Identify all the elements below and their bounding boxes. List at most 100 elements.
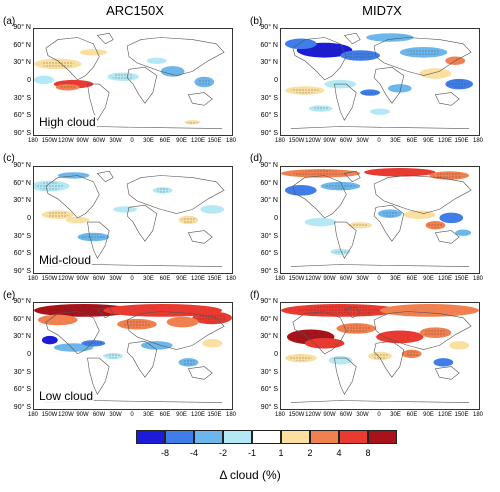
y-tick-label: 90° N [260, 298, 278, 305]
coastline [96, 170, 114, 183]
panel-label-e: (e) [3, 290, 16, 301]
coastline [126, 66, 158, 104]
significance-stippling [44, 337, 56, 344]
y-tick-label: 30° S [260, 368, 278, 376]
x-tick-label: 90E [423, 412, 434, 418]
cloud-anomaly-region [304, 337, 345, 349]
cloud-anomaly-region [57, 172, 90, 179]
y-tick-label: 30° N [260, 197, 278, 205]
x-tick-label: 150E [207, 276, 222, 282]
y-tick-label: 30° N [13, 59, 31, 67]
x-tick-label: 0 [130, 138, 134, 144]
significance-stippling [381, 210, 399, 217]
x-tick-label: 150W [288, 412, 305, 418]
column-title-left: ARC150X [106, 3, 164, 18]
significance-stippling [404, 350, 419, 357]
coastline [87, 83, 110, 121]
x-tick-label: 90W [76, 138, 89, 144]
x-tick-label: 150E [207, 138, 222, 144]
x-tick-label: 180 [225, 412, 237, 418]
cloud-anomaly-region [284, 185, 317, 196]
map-panel-b [280, 28, 480, 136]
y-tick-label: 90° N [13, 24, 31, 31]
y-tick-label: 60° N [13, 315, 31, 323]
colorbar-segment [194, 430, 223, 444]
map-svg [284, 32, 474, 129]
significance-stippling [449, 80, 469, 88]
x-tick-label: 180 [225, 138, 237, 144]
y-tick-label: 30° S [260, 94, 278, 102]
y-tick-label: 30° S [260, 232, 278, 240]
x-tick-label: 30E [143, 412, 154, 418]
significance-stippling [305, 45, 344, 56]
map-svg [34, 170, 225, 267]
coastline [187, 366, 213, 380]
y-tick-label: 90° S [260, 268, 278, 275]
cloud-anomaly-region [284, 38, 317, 50]
y-tick-label: 30° N [260, 333, 278, 341]
cloud-anomaly-region [113, 206, 137, 213]
x-tick-label: 120W [58, 276, 74, 282]
colorbar-segment [281, 430, 310, 444]
x-tick-label: 120E [190, 276, 206, 282]
colorbar-segment [223, 430, 252, 444]
significance-stippling [326, 183, 355, 190]
y-tick-label: 0 [27, 77, 31, 84]
significance-stippling [85, 341, 102, 346]
significance-stippling [46, 211, 69, 218]
cloud-anomaly-region [202, 339, 223, 348]
coastline [87, 357, 110, 395]
x-tick-label: 150W [41, 276, 58, 282]
significance-stippling [289, 355, 312, 362]
significance-stippling [406, 48, 441, 57]
x-tick-label: 60W [339, 412, 353, 418]
y-tick-label: 30° S [13, 94, 31, 102]
significance-stippling [424, 328, 447, 337]
x-tick-label: 90W [323, 276, 336, 282]
x-tick-label: 60W [92, 412, 106, 418]
colorbar-label: 1 [278, 448, 284, 458]
coastline [334, 83, 357, 121]
y-tick-label: 60° N [260, 179, 278, 187]
coastline [96, 306, 114, 319]
y-tick-label: 30° S [13, 368, 31, 376]
significance-stippling [346, 51, 375, 60]
coastline [434, 230, 460, 244]
y-tick-label: 90° N [13, 298, 31, 305]
coastline [373, 175, 472, 214]
significance-stippling [312, 106, 329, 111]
colorbar-label: 2 [307, 448, 313, 458]
map-svg [281, 168, 472, 267]
colorbar-title: Δ cloud (%) [219, 468, 281, 482]
x-tick-label: 150E [454, 276, 469, 282]
y-tick-label: 60° N [260, 315, 278, 323]
significance-stippling [342, 324, 371, 333]
cloud-anomaly-region [160, 66, 185, 77]
x-tick-label: 120E [437, 276, 453, 282]
colorbar-segment [310, 430, 339, 444]
x-tick-label: 30E [143, 138, 154, 144]
x-tick-label: 150E [207, 412, 222, 418]
x-tick-label: 0 [130, 276, 134, 282]
x-tick-label: 180 [274, 412, 286, 418]
coastline [343, 306, 361, 319]
significance-stippling [435, 172, 464, 179]
x-tick-label: 30E [390, 276, 401, 282]
panel-label-f: (f) [250, 290, 260, 301]
significance-stippling [41, 60, 75, 68]
x-tick-label: 30E [390, 138, 401, 144]
y-tick-label: 30° S [13, 232, 31, 240]
colorbar-segment [339, 430, 368, 444]
x-tick-label: 60W [339, 138, 353, 144]
x-tick-label: 150W [288, 276, 305, 282]
x-tick-label: 120W [305, 138, 321, 144]
coastline [187, 230, 213, 244]
x-tick-label: 150W [288, 138, 305, 144]
significance-stippling [123, 320, 151, 328]
significance-stippling [333, 249, 348, 255]
significance-stippling [371, 353, 389, 359]
coastline [45, 175, 100, 219]
y-tick-label: 60° N [13, 179, 31, 187]
cloud-anomaly-region [376, 330, 424, 344]
colorbar-label: -4 [189, 448, 199, 458]
